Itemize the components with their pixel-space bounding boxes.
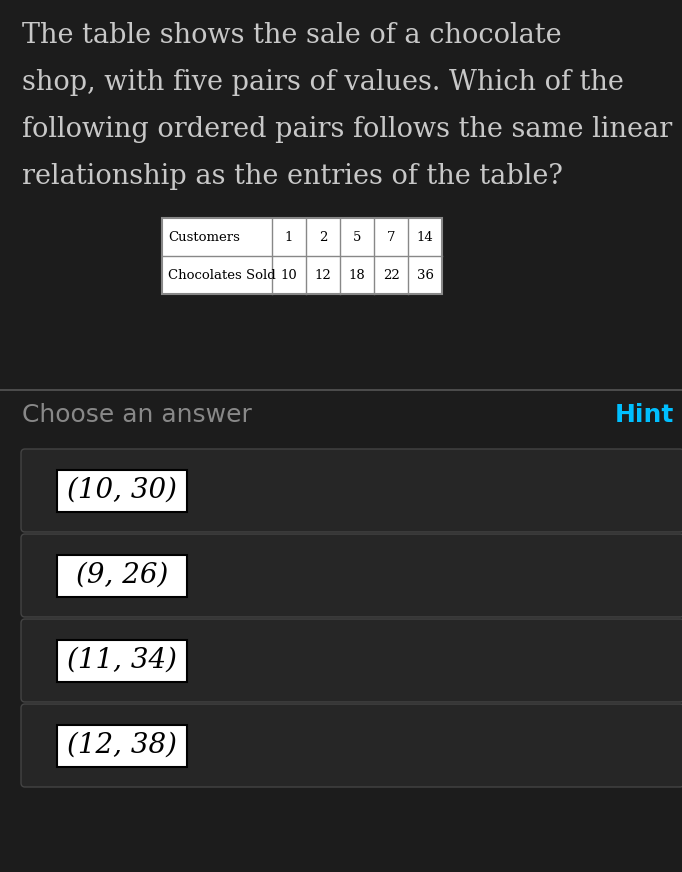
Text: (12, 38): (12, 38): [67, 732, 177, 759]
Text: 18: 18: [349, 269, 366, 282]
FancyBboxPatch shape: [21, 704, 682, 787]
Text: (11, 34): (11, 34): [67, 647, 177, 674]
Text: 10: 10: [280, 269, 297, 282]
Text: 14: 14: [417, 230, 433, 243]
Text: 2: 2: [318, 230, 327, 243]
Text: 7: 7: [387, 230, 396, 243]
Text: The table shows the sale of a chocolate: The table shows the sale of a chocolate: [22, 22, 561, 49]
FancyBboxPatch shape: [21, 534, 682, 617]
Text: (10, 30): (10, 30): [67, 477, 177, 504]
FancyBboxPatch shape: [57, 725, 187, 766]
Text: 22: 22: [383, 269, 400, 282]
FancyBboxPatch shape: [21, 449, 682, 532]
Text: Customers: Customers: [168, 230, 240, 243]
Text: (9, 26): (9, 26): [76, 562, 168, 589]
Text: 36: 36: [417, 269, 434, 282]
Text: relationship as the entries of the table?: relationship as the entries of the table…: [22, 163, 563, 190]
Text: Choose an answer: Choose an answer: [22, 403, 252, 427]
FancyBboxPatch shape: [57, 555, 187, 596]
Text: 1: 1: [285, 230, 293, 243]
FancyBboxPatch shape: [57, 469, 187, 512]
Text: following ordered pairs follows the same linear: following ordered pairs follows the same…: [22, 116, 672, 143]
Text: Chocolates Sold: Chocolates Sold: [168, 269, 276, 282]
FancyBboxPatch shape: [21, 619, 682, 702]
Text: 12: 12: [314, 269, 331, 282]
Text: shop, with five pairs of values. Which of the: shop, with five pairs of values. Which o…: [22, 69, 624, 96]
Text: 5: 5: [353, 230, 361, 243]
FancyBboxPatch shape: [162, 218, 442, 294]
FancyBboxPatch shape: [57, 639, 187, 682]
Text: Hint: Hint: [614, 403, 674, 427]
